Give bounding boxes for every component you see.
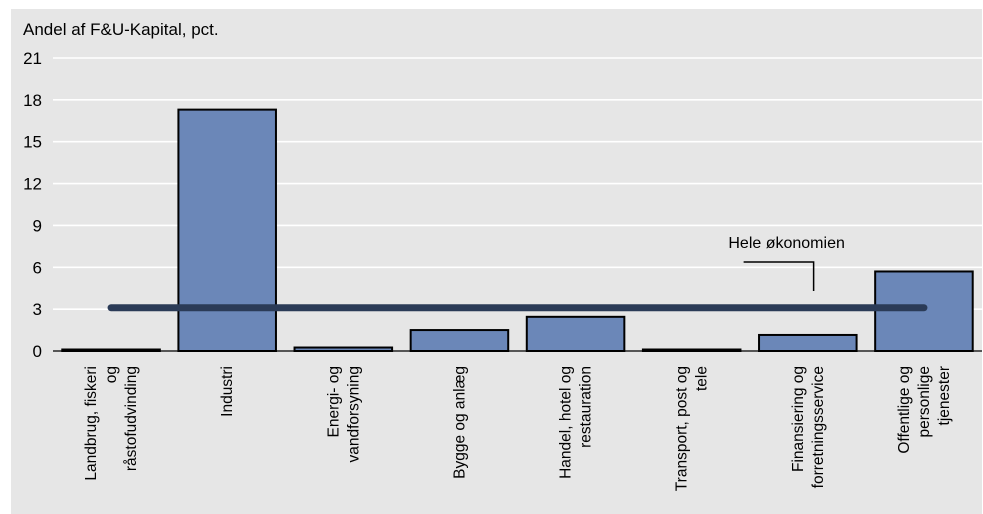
x-category-label: råstofudvinding: [123, 366, 140, 471]
x-category-label: tjenester: [936, 366, 953, 425]
x-category-label: vandforsyning: [345, 366, 362, 463]
x-category-label: Energi- og: [325, 366, 342, 438]
x-category-label: Finansiering og: [790, 366, 807, 472]
bars: [61, 108, 974, 353]
x-category-label: Handel, hotel og: [558, 366, 575, 479]
x-category-label: Industri: [219, 366, 236, 417]
y-tick-label: 18: [23, 91, 42, 110]
chart-title: Andel af F&U-Kapital, pct.: [23, 20, 219, 39]
x-category-label: Landbrug, fiskeri: [83, 366, 100, 481]
bar: [177, 108, 277, 352]
x-category-label: restauration: [578, 366, 595, 448]
plot-background: [11, 9, 982, 514]
x-category-label: forretningsservice: [810, 366, 827, 488]
y-tick-label: 12: [23, 175, 42, 194]
bar: [525, 315, 626, 353]
x-category-label: personlige: [916, 366, 933, 438]
x-category-label: Transport, post og: [674, 366, 691, 491]
bar: [409, 329, 510, 353]
x-category-label: Bygge og anlæg: [451, 366, 468, 479]
y-tick-label: 21: [23, 49, 42, 68]
reference-line-label: Hele økonomien: [728, 235, 845, 252]
reference-line-group: Hele økonomien: [107, 235, 928, 312]
bar: [758, 333, 858, 353]
labels: Landbrug, fiskeri og råstofudvinding Indust…: [83, 366, 953, 491]
y-tick-label: 9: [33, 216, 42, 235]
x-category-label: og: [103, 366, 120, 383]
y-tick-label: 3: [33, 300, 42, 319]
y-tick-label: 0: [33, 342, 42, 361]
axes: 0 3 6 9 12 15 18 21: [23, 49, 982, 361]
x-category-label: tele: [694, 366, 711, 391]
y-tick-label: 6: [33, 258, 42, 277]
x-category-label: Offentlige og: [896, 366, 913, 454]
y-tick-label: 15: [23, 133, 42, 152]
annotation-leader: [743, 261, 815, 291]
